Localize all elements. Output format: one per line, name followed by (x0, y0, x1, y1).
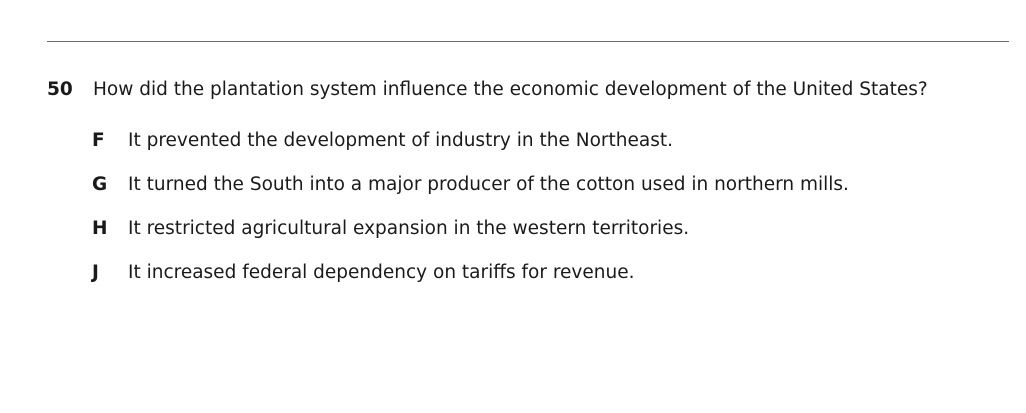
choice-letter: F (92, 130, 105, 151)
choice-text: It prevented the development of industry… (128, 130, 673, 151)
question: 50 How did the plantation system influen… (47, 77, 1007, 103)
choice-letter: G (92, 174, 108, 195)
question-text: How did the plantation system influence … (93, 79, 928, 100)
answer-choice-j[interactable]: J It increased federal dependency on tar… (92, 261, 992, 285)
choice-text: It restricted agricultural expansion in … (128, 218, 690, 239)
choice-text: It turned the South into a major produce… (128, 174, 849, 195)
question-number: 50 (47, 79, 73, 100)
choice-letter: J (92, 262, 99, 283)
answer-choice-f[interactable]: F It prevented the development of indust… (92, 129, 992, 153)
top-divider (47, 41, 1009, 42)
choice-letter: H (92, 218, 108, 239)
answer-choice-h[interactable]: H It restricted agricultural expansion i… (92, 217, 992, 241)
answer-choice-g[interactable]: G It turned the South into a major produ… (92, 173, 992, 197)
choice-text: It increased federal dependency on tarif… (128, 262, 635, 283)
